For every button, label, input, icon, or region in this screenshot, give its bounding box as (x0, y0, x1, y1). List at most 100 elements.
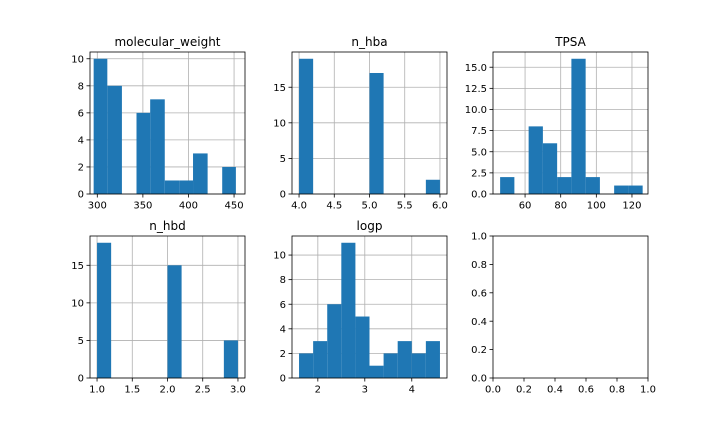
histogram-bar (425, 179, 440, 194)
x-tick-label: 2 (315, 385, 321, 396)
x-tick-label: 4.5 (326, 201, 342, 212)
histogram-bar (571, 58, 586, 195)
histogram-bar (193, 153, 208, 194)
histogram-bar (585, 177, 600, 194)
y-tick-label: 5 (78, 336, 84, 347)
histogram-bar (383, 353, 398, 378)
y-tick-label: 1.0 (471, 232, 487, 243)
axes-frame (89, 51, 246, 195)
y-tick-label: 2 (78, 163, 84, 174)
y-tick-label: 2 (280, 349, 286, 360)
x-tick-label: 1.0 (640, 385, 656, 396)
y-tick-label: 0.0 (471, 190, 487, 201)
histogram-bar (500, 177, 515, 194)
histogram-bar (223, 340, 238, 378)
histogram-bar (369, 365, 384, 378)
x-tick-label: 400 (179, 201, 198, 212)
y-tick-label: 0.8 (471, 260, 487, 271)
histogram-bar (107, 85, 122, 194)
y-tick-label: 4 (280, 324, 286, 335)
histogram-panel-2: 4.0 4.5 5.0 5.5 6.0 0 5 10 15 n_hba (273, 35, 448, 212)
y-tick-label: 0.2 (471, 345, 487, 356)
y-tick-label: 0 (78, 190, 84, 201)
axes-frame (492, 51, 649, 195)
x-tick-label: 4 (409, 385, 415, 396)
histogram-bar (299, 58, 314, 195)
y-tick-label: 0 (280, 190, 286, 201)
x-tick-label: 5.0 (362, 201, 378, 212)
histogram-panel-5: 2 3 4 0 2 4 6 8 10 logp (273, 219, 448, 396)
histogram-bar (327, 304, 342, 378)
x-tick-label: 300 (88, 201, 107, 212)
y-tick-label: 0.4 (471, 317, 487, 328)
histogram-bar (397, 341, 412, 378)
histogram-bar (167, 265, 182, 378)
histogram-bar (528, 126, 543, 194)
histogram-bar (97, 242, 112, 378)
x-tick-label: 1.5 (124, 385, 140, 396)
x-tick-label: 120 (622, 201, 641, 212)
histogram-bar (411, 353, 426, 378)
x-tick-label: 5.5 (397, 201, 413, 212)
y-tick-label: 15 (71, 261, 84, 272)
x-tick-label: 0.4 (547, 385, 563, 396)
histogram-bar (425, 341, 440, 378)
histogram-bar (557, 177, 572, 194)
y-tick-label: 10 (273, 118, 286, 129)
panel-title: TPSA (554, 35, 586, 49)
x-tick-label: 3 (362, 385, 368, 396)
x-tick-label: 2.5 (195, 385, 211, 396)
y-tick-label: 8 (280, 275, 286, 286)
y-tick-label: 4 (78, 136, 84, 147)
histogram-bar (136, 112, 151, 194)
histogram-bar (355, 316, 370, 378)
axes-frame (492, 235, 649, 379)
x-tick-label: 80 (554, 201, 567, 212)
histogram-panel-4: 1.0 1.5 2.0 2.5 3.0 0 5 10 15 n_hbd (71, 219, 246, 396)
y-tick-label: 8 (78, 81, 84, 92)
y-tick-label: 0 (280, 374, 286, 385)
panel-title: logp (357, 219, 383, 233)
y-tick-label: 7.5 (471, 126, 487, 137)
y-tick-label: 2.5 (471, 168, 487, 179)
histogram-bar (164, 180, 180, 194)
x-tick-label: 0.2 (516, 385, 532, 396)
y-tick-label: 10.0 (465, 105, 487, 116)
y-tick-label: 15 (273, 83, 286, 94)
histogram-bar (614, 185, 629, 194)
x-tick-label: 100 (587, 201, 606, 212)
y-tick-label: 10 (273, 251, 286, 262)
histogram-bar (542, 143, 558, 194)
panel-title: n_hba (351, 35, 387, 49)
x-tick-label: 0.8 (609, 385, 625, 396)
panel-title: n_hbd (149, 219, 185, 233)
histogram-panel-3: 60 80 100 120 0.0 2.5 5.0 7.5 10.0 12.5 15.0 TPSA (465, 35, 649, 212)
x-tick-label: 350 (133, 201, 152, 212)
y-tick-label: 6 (280, 300, 286, 311)
x-tick-label: 60 (519, 201, 532, 212)
x-tick-label: 0.0 (485, 385, 501, 396)
panel-title: molecular_weight (114, 35, 220, 49)
histogram-bar (179, 180, 194, 194)
y-tick-label: 0 (78, 374, 84, 385)
x-tick-label: 0.6 (578, 385, 594, 396)
histogram-bar (313, 341, 328, 378)
histogram-bar (222, 166, 236, 194)
x-tick-label: 3.0 (230, 385, 246, 396)
y-tick-label: 5.0 (471, 147, 487, 158)
x-tick-label: 450 (225, 201, 244, 212)
y-tick-label: 10 (71, 54, 84, 65)
histogram-panel-1: 300 350 400 450 0 2 4 6 8 10 molecular_weight (71, 35, 246, 212)
x-tick-label: 6.0 (432, 201, 448, 212)
y-tick-label: 15.0 (465, 63, 487, 74)
histogram-bar (341, 242, 356, 378)
y-tick-label: 0.6 (471, 288, 487, 299)
y-tick-label: 10 (71, 298, 84, 309)
x-tick-label: 4.0 (291, 201, 307, 212)
y-tick-label: 0.0 (471, 374, 487, 385)
y-tick-label: 6 (78, 108, 84, 119)
histogram-bar (150, 99, 165, 194)
histogram-bar (299, 353, 314, 378)
histogram-bar (93, 58, 108, 195)
